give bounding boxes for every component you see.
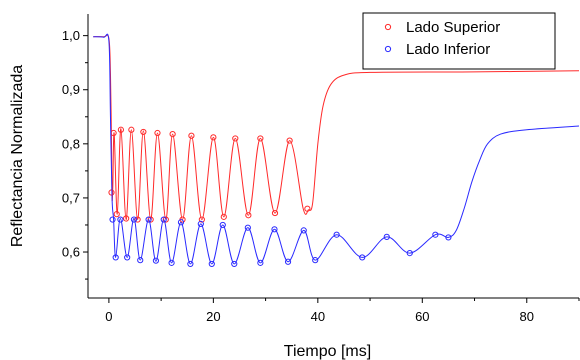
x-tick-label: 0 — [105, 309, 112, 324]
data-point-inferior — [168, 259, 175, 266]
data-point-superior — [210, 134, 217, 141]
data-point-inferior — [137, 257, 144, 264]
data-point-superior — [220, 213, 227, 220]
data-point-inferior — [152, 257, 160, 264]
data-point-superior — [113, 211, 120, 218]
data-point-inferior — [244, 224, 251, 231]
legend-label-superior: Lado Superior — [406, 19, 500, 36]
y-tick-label: 0,8 — [62, 136, 80, 151]
data-point-inferior — [145, 216, 152, 223]
data-point-inferior — [197, 220, 204, 227]
data-point-inferior — [124, 254, 131, 261]
data-point-superior — [198, 216, 205, 223]
x-axis-title: Tiempo [ms] — [284, 343, 371, 360]
data-point-inferior — [112, 254, 119, 261]
data-point-superior — [245, 212, 252, 219]
x-tick-label: 60 — [415, 309, 429, 324]
legend-marker-inferior — [384, 45, 392, 53]
data-point-inferior — [130, 216, 138, 223]
legend-marker-superior — [384, 23, 392, 31]
data-point-inferior — [312, 257, 319, 264]
data-point-superior — [271, 209, 279, 217]
y-axis-ticks: 0,6 0,7 0,8 0,9 1,0 — [62, 28, 88, 280]
data-point-inferior — [117, 216, 124, 223]
data-point-inferior — [445, 234, 452, 241]
data-point-superior — [123, 215, 130, 222]
data-point-inferior — [160, 216, 167, 223]
y-tick-label: 0,6 — [62, 245, 80, 260]
data-point-inferior — [284, 258, 292, 265]
data-point-superior — [169, 130, 176, 138]
legend: Lado Superior Lado Inferior — [362, 12, 556, 70]
data-point-inferior — [333, 231, 340, 238]
y-tick-label: 1,0 — [62, 28, 80, 43]
legend-box — [362, 12, 556, 70]
data-point-inferior — [432, 231, 439, 238]
data-point-inferior — [219, 221, 226, 229]
x-tick-label: 20 — [206, 309, 220, 324]
data-point-inferior — [383, 233, 390, 240]
data-point-inferior — [177, 219, 185, 226]
data-point-inferior — [187, 260, 194, 268]
y-tick-label: 0,9 — [62, 82, 80, 97]
data-point-inferior — [208, 260, 215, 268]
data-point-superior — [232, 135, 239, 142]
data-point-inferior — [257, 259, 264, 266]
series-line-superior — [93, 34, 580, 221]
data-point-superior — [154, 129, 161, 137]
y-axis-title: Reflectancia Normalizada — [9, 65, 26, 247]
legend-label-inferior: Lado Inferior — [406, 41, 490, 58]
data-point-superior — [304, 205, 311, 212]
data-point-superior — [188, 132, 195, 139]
data-point-superior — [286, 137, 293, 144]
x-tick-label: 80 — [520, 309, 534, 324]
x-axis-ticks: 0 20 40 60 80 — [105, 298, 580, 324]
series-layer — [93, 33, 580, 268]
y-tick-label: 0,7 — [62, 190, 80, 205]
data-point-superior — [128, 126, 135, 133]
data-point-inferior — [359, 254, 366, 261]
data-point-superior — [257, 135, 264, 142]
data-point-inferior — [406, 250, 413, 257]
data-point-inferior — [300, 227, 307, 234]
data-point-superior — [134, 216, 141, 223]
data-point-superior — [117, 126, 125, 133]
series-line-inferior — [93, 33, 580, 265]
data-point-superior — [140, 128, 147, 136]
data-point-inferior — [109, 216, 116, 223]
plot-frame — [87, 14, 579, 299]
data-point-inferior — [271, 226, 278, 233]
data-point-inferior — [231, 260, 238, 268]
x-tick-label: 40 — [311, 309, 325, 324]
